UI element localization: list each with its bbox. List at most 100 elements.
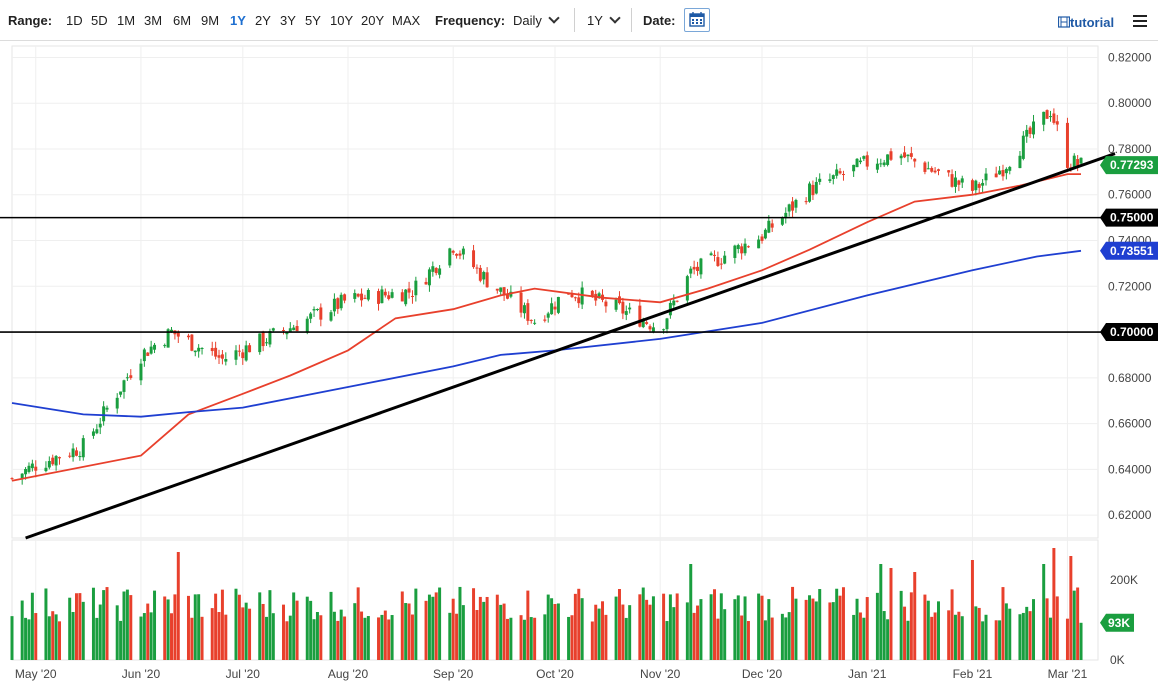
volume-badge-label: 93K	[1108, 616, 1130, 630]
volume-bar	[604, 614, 608, 660]
volume-bar	[746, 621, 750, 660]
candle-down	[410, 295, 414, 297]
range-3y[interactable]: 3Y	[280, 13, 296, 28]
volume-bar	[791, 586, 795, 660]
volume-bar	[784, 617, 788, 660]
candle-down	[502, 287, 506, 296]
volume-bar	[1018, 614, 1022, 660]
candle-up	[953, 177, 957, 187]
range-5d[interactable]: 5D	[91, 13, 108, 28]
range-6m[interactable]: 6M	[173, 13, 192, 28]
candle-up	[546, 313, 550, 318]
level-price-badge	[1100, 323, 1158, 342]
candle-down	[570, 294, 574, 298]
volume-bar	[170, 613, 173, 660]
volume-bar	[594, 604, 598, 660]
volume-bar	[879, 564, 883, 660]
candle-up	[125, 377, 129, 379]
volume-bar	[332, 611, 336, 660]
volume-bar	[913, 572, 917, 660]
date-tick-label: Feb '21	[953, 667, 993, 681]
candle-down	[505, 294, 509, 299]
range-max[interactable]: MAX	[392, 13, 421, 28]
volume-bar	[930, 616, 934, 660]
volume-bar	[648, 604, 652, 660]
volume-bar	[400, 591, 404, 660]
volume-bar	[448, 612, 452, 660]
volume-bar	[838, 595, 842, 660]
candle-down	[51, 457, 55, 465]
candle-down	[68, 455, 72, 457]
volume-bar	[1048, 617, 1052, 660]
volume-bar	[51, 611, 55, 660]
range-1m[interactable]: 1M	[117, 13, 136, 28]
level-price-badge	[1100, 208, 1158, 227]
volume-bar	[224, 614, 228, 660]
candle-up	[641, 320, 645, 328]
volume-bar	[217, 612, 221, 660]
candle-up	[1032, 121, 1036, 135]
volume-bar	[852, 614, 856, 660]
candle-down	[387, 295, 391, 299]
candle-down	[638, 305, 642, 327]
volume-bar	[692, 612, 696, 660]
candle-up	[224, 358, 228, 362]
candle-up	[268, 331, 272, 345]
range-1d[interactable]: 1D	[66, 13, 83, 28]
candle-down	[913, 158, 917, 162]
candle-down	[377, 291, 381, 304]
candle-down	[485, 272, 489, 288]
volume-bar	[573, 593, 577, 660]
candle-down	[526, 303, 530, 321]
range-3m[interactable]: 3M	[144, 13, 163, 28]
candle-down	[645, 322, 649, 324]
range-5y[interactable]: 5Y	[305, 13, 321, 28]
range-2y[interactable]: 2Y	[255, 13, 271, 28]
volume-bar	[858, 612, 862, 660]
volume-bar	[258, 592, 262, 660]
candle-down	[261, 332, 265, 347]
price-badge-label: 0.70000	[1110, 325, 1154, 339]
volume-bar	[723, 609, 727, 660]
range-label: Range:	[8, 13, 53, 28]
volume-bar	[814, 601, 818, 660]
frequency-select[interactable]: Daily	[513, 12, 560, 28]
candle-down	[343, 294, 347, 301]
candle-up	[1004, 168, 1008, 174]
candle-down	[903, 152, 907, 158]
range-20y[interactable]: 20Y	[361, 13, 385, 28]
candle-up	[105, 407, 109, 410]
candle-down	[220, 354, 224, 359]
range-10y[interactable]: 10Y	[330, 13, 354, 28]
volume-bar	[482, 601, 486, 660]
candle-up	[166, 329, 170, 348]
volume-bar	[241, 607, 245, 660]
candle-down	[407, 288, 411, 293]
candle-up	[197, 347, 201, 352]
period-select[interactable]: 1Y	[587, 12, 621, 28]
price-chart[interactable]: 0.62000 0.64000 0.66000 0.68000 0.70000 0.720…	[0, 40, 1158, 700]
candle-up	[960, 178, 964, 183]
candle-up	[672, 300, 676, 306]
chevron-down-icon	[548, 12, 560, 24]
hamburger-menu-icon[interactable]	[1133, 15, 1147, 30]
candle-up	[329, 312, 333, 321]
volume-bar	[329, 591, 333, 660]
range-1y[interactable]: 1Y	[230, 13, 246, 28]
volume-bar	[889, 568, 893, 660]
tutorial-link[interactable]: tutorial	[1057, 15, 1114, 30]
volume-bar	[285, 621, 289, 660]
candle-down	[567, 293, 571, 295]
range-9m[interactable]: 9M	[201, 13, 220, 28]
volume-bar	[621, 604, 625, 660]
candle-down	[740, 246, 744, 254]
volume-bar	[628, 605, 632, 660]
price-tick-label: 0.76000	[1108, 188, 1152, 202]
volume-bar	[580, 598, 584, 660]
date-picker-button[interactable]	[684, 8, 710, 32]
volume-tick-label: 200K	[1110, 573, 1138, 587]
candle-down	[451, 250, 455, 253]
candle-up	[482, 271, 486, 280]
candle-up	[597, 293, 601, 298]
candle-down	[455, 253, 459, 256]
